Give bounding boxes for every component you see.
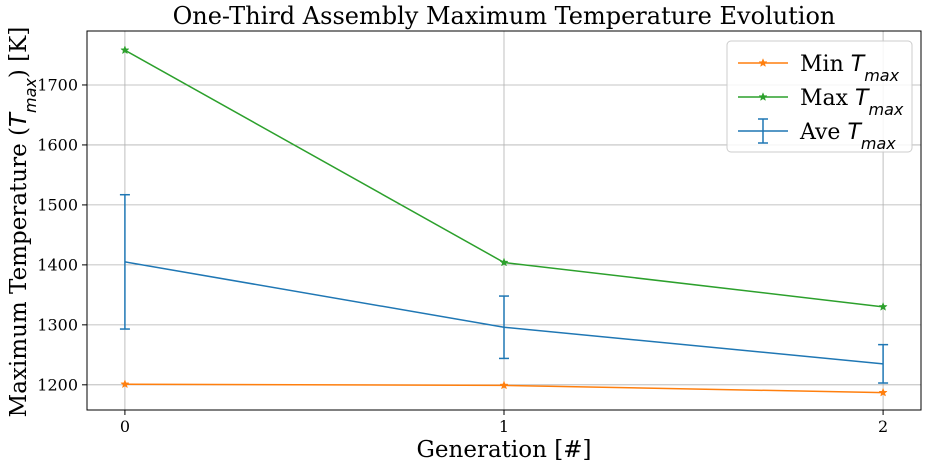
legend-label-min: Min Tmax: [800, 52, 900, 85]
data-point: [499, 380, 509, 390]
x-tick-label: 2: [878, 417, 888, 436]
legend-box: [726, 40, 913, 153]
x-tick-label: 1: [499, 417, 509, 436]
legend-swatch-marker: [758, 92, 768, 101]
data-point: [878, 387, 888, 397]
y-tick-label: 1200: [37, 375, 78, 394]
y-axis-label: Maximum Temperature (Tmax) [K]: [6, 27, 40, 418]
x-ticks: 0 1 2: [120, 410, 888, 436]
errorbar: [878, 343, 889, 384]
series-min: [120, 379, 888, 397]
legend-item-min: Min Tmax: [738, 52, 900, 85]
legend-label-ave: Ave Tmax: [799, 120, 896, 153]
y-tick-label: 1500: [37, 195, 78, 214]
y-tick-label: 1700: [37, 75, 78, 94]
chart-title: One-Third Assembly Maximum Temperature E…: [173, 2, 836, 30]
data-point: [120, 45, 130, 55]
y-tick-label: 1400: [37, 255, 78, 274]
y-tick-label: 1300: [37, 315, 78, 334]
y-axis-label-text: Maximum Temperature (Tmax) [K]: [6, 27, 40, 418]
legend-item-ave: Ave Tmax: [738, 118, 896, 153]
legend-item-max: Max Tmax: [738, 86, 904, 119]
data-point: [878, 301, 888, 311]
series-ave: [119, 193, 889, 384]
series-max: [120, 45, 888, 311]
errorbar: [499, 295, 509, 360]
plot-area: 0 1 2 1200 1300 1400 1500 1600 1700: [37, 30, 922, 436]
y-tick-label: 1600: [37, 135, 78, 154]
x-tick-label: 0: [120, 417, 130, 436]
errorbar: [119, 193, 130, 330]
x-axis-label: Generation [#]: [417, 437, 592, 463]
data-point: [499, 257, 509, 267]
data-point: [120, 379, 130, 389]
legend-swatch-marker: [758, 58, 768, 67]
legend-label-max: Max Tmax: [800, 86, 904, 119]
y-ticks: 1200 1300 1400 1500 1600 1700: [37, 75, 87, 394]
